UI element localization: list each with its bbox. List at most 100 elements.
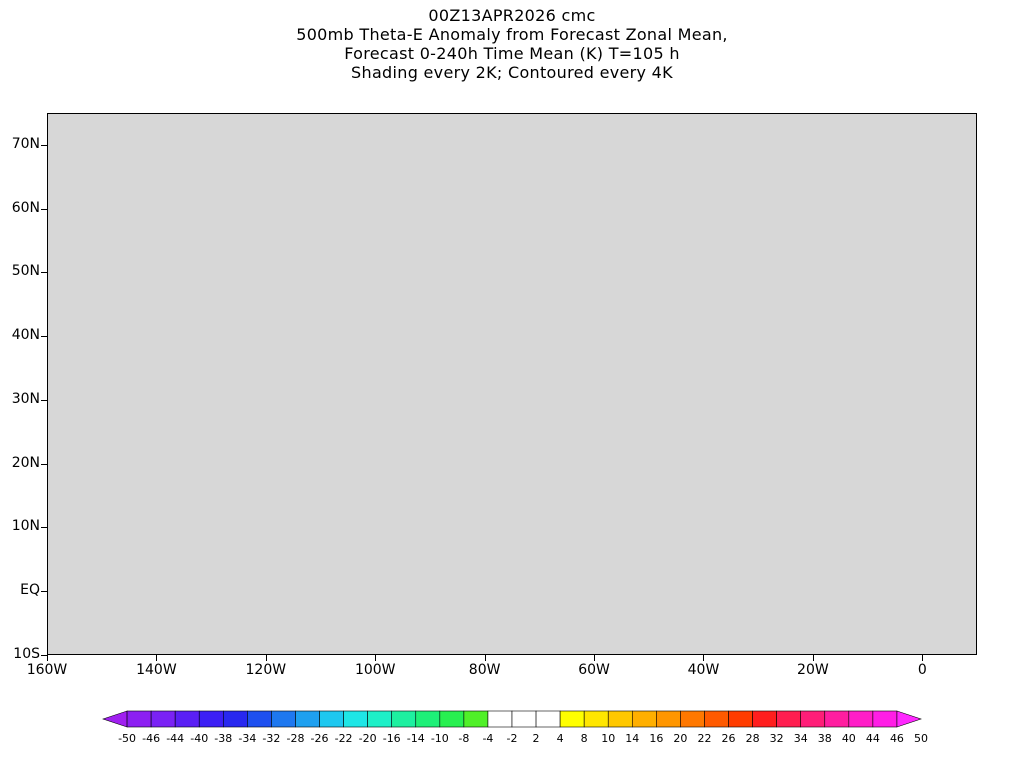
colorbar-swatch	[631, 710, 657, 728]
colorbar-swatch	[704, 710, 729, 728]
lon-tick	[812, 655, 814, 661]
colorbar-label: -46	[142, 732, 161, 745]
colorbar-swatch	[415, 710, 441, 728]
colorbar-swatch	[487, 710, 513, 728]
lon-tick	[156, 655, 158, 661]
colorbar-swatch	[680, 710, 705, 728]
colorbar-swatch	[824, 710, 850, 728]
colorbar-label: 14	[625, 732, 640, 745]
colorbar-swatch	[319, 710, 344, 728]
colorbar-swatch	[391, 710, 417, 728]
colorbar-label: -34	[238, 732, 257, 745]
colorbar-label: -50	[118, 732, 137, 745]
lat-label: EQ	[20, 582, 40, 599]
colorbar-label: -8	[458, 732, 470, 745]
colorbar-label: 40	[841, 732, 856, 745]
lat-label: 40N	[11, 327, 40, 344]
colorbar-label: -32	[262, 732, 281, 745]
lon-label: 160W	[26, 662, 68, 678]
colorbar-label: -14	[406, 732, 425, 745]
colorbar-swatch	[102, 710, 128, 728]
map-placeholder	[48, 114, 976, 654]
colorbar-label: -20	[358, 732, 377, 745]
colorbar-label: 2	[532, 732, 540, 745]
lat-tick	[41, 399, 47, 401]
lon-tick	[484, 655, 486, 661]
lon-tick	[265, 655, 267, 661]
colorbar-swatch	[271, 710, 296, 728]
colorbar-label: -2	[506, 732, 518, 745]
title-run-line: 00Z13APR2026 cmc	[428, 6, 596, 25]
colorbar-swatch	[174, 710, 200, 728]
lat-tick	[41, 272, 47, 274]
lat-label: 50N	[11, 263, 40, 280]
colorbar-label: -16	[382, 732, 401, 745]
title-field-line: 500mb Theta-E Anomaly from Forecast Zona…	[296, 25, 728, 44]
colorbar-swatch	[150, 710, 176, 728]
colorbar-label: -38	[214, 732, 233, 745]
colorbar-swatch	[439, 710, 465, 728]
colorbar-swatch	[896, 710, 922, 728]
lat-tick	[41, 591, 47, 593]
title-forecast-line: Forecast 0-240h Time Mean (K) T=105 h	[344, 44, 680, 63]
colorbar-swatch	[656, 710, 681, 728]
colorbar-label: 4	[556, 732, 564, 745]
colorbar-swatch	[872, 710, 898, 728]
lon-tick	[375, 655, 377, 661]
colorbar-label: -22	[334, 732, 353, 745]
colorbar-swatch	[511, 710, 537, 728]
colorbar-swatch	[583, 710, 609, 728]
colorbar-swatch	[848, 710, 874, 728]
lon-label: 40W	[687, 662, 720, 678]
colorbar-label: 32	[769, 732, 784, 745]
lon-tick	[47, 655, 48, 661]
lon-tick	[703, 655, 705, 661]
colorbar-label: -28	[286, 732, 305, 745]
lon-label: 60W	[578, 662, 610, 678]
colorbar-label: -10	[430, 732, 449, 745]
colorbar-swatch	[126, 710, 152, 728]
colorbar-swatch	[222, 710, 248, 728]
colorbar-swatch	[776, 710, 802, 728]
lat-tick	[41, 655, 47, 656]
colorbar-swatch	[367, 710, 393, 728]
lon-tick	[922, 655, 924, 661]
lon-label: 100W	[354, 662, 396, 678]
lat-tick	[41, 208, 47, 210]
map-frame	[47, 113, 977, 655]
colorbar-label: 26	[721, 732, 736, 745]
colorbar-label: 10	[601, 732, 616, 745]
colorbar-label: 50	[914, 732, 928, 745]
colorbar-label: 44	[865, 732, 880, 745]
colorbar-label: -26	[310, 732, 329, 745]
lon-tick	[594, 655, 596, 661]
colorbar-label: 20	[673, 732, 688, 745]
colorbar-label: 38	[817, 732, 832, 745]
colorbar-swatch	[728, 710, 753, 728]
colorbar-label: 8	[580, 732, 588, 745]
colorbar-label: 46	[889, 732, 904, 745]
colorbar-label: -4	[482, 732, 494, 745]
lon-label: 20W	[797, 662, 829, 678]
lat-label: 10S	[13, 646, 40, 662]
colorbar-svg	[102, 710, 922, 728]
colorbar-swatch	[607, 710, 633, 728]
colorbar-label: 34	[793, 732, 808, 745]
lon-label: 120W	[245, 662, 287, 678]
lon-label: 140W	[136, 662, 177, 678]
colorbar-label: -44	[166, 732, 185, 745]
colorbar-swatch	[559, 710, 585, 728]
colorbar-swatch	[198, 710, 224, 728]
lat-tick	[41, 463, 47, 465]
lon-label: 80W	[468, 662, 501, 678]
colorbar-swatch	[343, 710, 368, 728]
colorbar-swatch	[463, 710, 489, 728]
lat-label: 20N	[11, 454, 40, 471]
colorbar-swatch	[247, 710, 272, 728]
lon-label: 0	[917, 662, 927, 678]
lat-tick	[41, 527, 47, 529]
colorbar-swatch	[295, 710, 320, 728]
lat-label: 10N	[11, 518, 40, 535]
title-shading-line: Shading every 2K; Contoured every 4K	[351, 63, 673, 82]
lat-label: 60N	[11, 199, 40, 216]
